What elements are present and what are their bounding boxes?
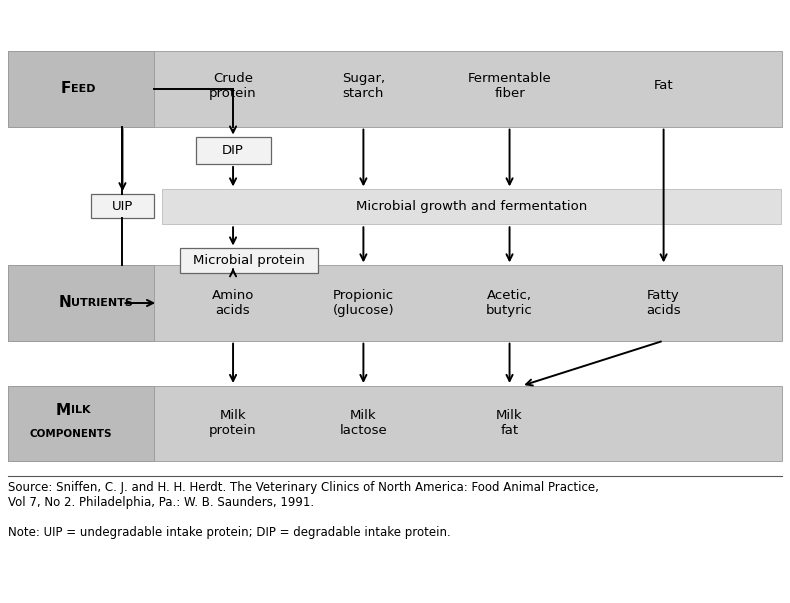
Text: EED: EED: [71, 84, 96, 93]
Text: Milk
fat: Milk fat: [496, 409, 523, 437]
Text: Sugar,
starch: Sugar, starch: [342, 72, 385, 99]
Text: Microbial protein: Microbial protein: [193, 254, 305, 267]
Text: Microbial growth and fermentation: Microbial growth and fermentation: [356, 200, 587, 213]
Text: M: M: [56, 403, 71, 417]
Text: Amino
acids: Amino acids: [212, 289, 254, 317]
Text: Propionic
(glucose): Propionic (glucose): [333, 289, 394, 317]
Bar: [8, 386, 154, 461]
Bar: [8, 265, 154, 341]
Text: N: N: [58, 295, 71, 310]
Text: Fat: Fat: [654, 79, 673, 92]
Text: UIP: UIP: [111, 200, 134, 213]
Text: Milk
protein: Milk protein: [209, 409, 257, 437]
Text: Acetic,
butyric: Acetic, butyric: [486, 289, 533, 317]
Text: COMPONENTS: COMPONENTS: [30, 429, 112, 439]
Bar: [8, 51, 154, 127]
Bar: [162, 189, 781, 224]
Text: Milk
lactose: Milk lactose: [340, 409, 387, 437]
Bar: [196, 137, 271, 164]
Text: Note: UIP = undegradable intake protein; DIP = degradable intake protein.: Note: UIP = undegradable intake protein;…: [8, 526, 450, 540]
Text: F: F: [61, 81, 71, 96]
Bar: [180, 248, 318, 273]
Text: Source: Sniffen, C. J. and H. H. Herdt. The Veterinary Clinics of North America:: Source: Sniffen, C. J. and H. H. Herdt. …: [8, 481, 599, 509]
Text: Fatty
acids: Fatty acids: [646, 289, 681, 317]
Bar: [8, 51, 782, 127]
Text: DIP: DIP: [222, 144, 244, 157]
Bar: [91, 194, 154, 218]
Text: UTRIENTS: UTRIENTS: [71, 298, 133, 308]
Bar: [8, 265, 782, 341]
Text: ILK: ILK: [71, 405, 91, 415]
Text: Crude
protein: Crude protein: [209, 72, 257, 99]
Bar: [8, 386, 782, 461]
Text: Fermentable
fiber: Fermentable fiber: [468, 72, 551, 99]
